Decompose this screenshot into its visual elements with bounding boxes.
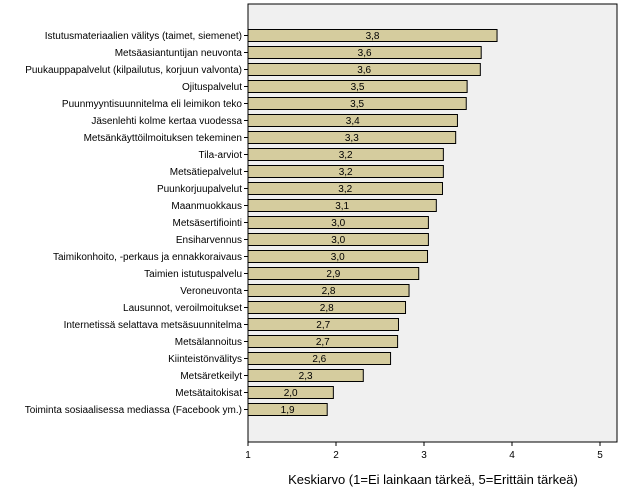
- bar: [247, 216, 429, 229]
- bar-value-label: 2,7: [316, 320, 330, 331]
- bar-value-label: 1,9: [281, 405, 295, 416]
- bar-value-label: 2,3: [299, 371, 313, 382]
- category-label: Lausunnot, veroilmoitukset: [123, 303, 242, 314]
- bar-value-label: 2,7: [316, 337, 330, 348]
- category-label: Puukauppapalvelut (kilpailutus, korjuun …: [25, 65, 242, 76]
- bar: [247, 97, 467, 110]
- category-label: Metsänkäyttöilmoituksen tekeminen: [84, 133, 242, 144]
- bar: [247, 29, 498, 42]
- category-label: Puunkorjuupalvelut: [157, 184, 242, 195]
- bar-value-label: 2,9: [326, 269, 340, 280]
- bars-group: Istutusmateriaalien välitys (taimet, sie…: [25, 29, 498, 416]
- bar: [247, 250, 429, 263]
- bar-value-label: 2,0: [284, 388, 298, 399]
- x-axis-title: Keskiarvo (1=Ei lainkaan tärkeä, 5=Eritt…: [288, 472, 578, 487]
- category-label: Metsäretkeilyt: [180, 371, 242, 382]
- category-label: Ojituspalvelut: [182, 82, 242, 93]
- category-label: Kiinteistönvälitys: [168, 354, 242, 365]
- category-label: Internetissä selattava metsäsuunnitelma: [64, 320, 243, 331]
- bar: [247, 284, 410, 297]
- category-label: Maanmuokkaus: [171, 201, 242, 212]
- bar-value-label: 3,2: [339, 150, 353, 161]
- category-label: Veroneuvonta: [180, 286, 242, 297]
- category-label: Tila-arviot: [198, 150, 242, 161]
- bar-value-label: 3,6: [358, 48, 372, 59]
- bar-value-label: 3,1: [335, 201, 349, 212]
- bar: [247, 114, 458, 127]
- x-tick-label: 2: [333, 450, 339, 461]
- bar-value-label: 3,8: [366, 31, 380, 42]
- category-label: Ensiharvennus: [176, 235, 242, 246]
- bar: [247, 318, 399, 331]
- bar-value-label: 3,0: [331, 218, 345, 229]
- bar: [247, 267, 420, 280]
- x-tick-label: 3: [421, 450, 427, 461]
- bar: [247, 148, 444, 161]
- bar-value-label: 2,6: [312, 354, 326, 365]
- bar-value-label: 3,4: [346, 116, 360, 127]
- category-label: Metsäsertifiointi: [173, 218, 242, 229]
- category-label: Metsäasiantuntijan neuvonta: [115, 48, 243, 59]
- bar: [247, 165, 444, 178]
- bar: [247, 63, 481, 76]
- x-tick-label: 1: [245, 450, 251, 461]
- category-label: Metsätiepalvelut: [170, 167, 242, 178]
- bar-value-label: 3,5: [351, 82, 365, 93]
- bar-value-label: 3,2: [338, 184, 352, 195]
- category-label: Taimien istutuspalvelu: [144, 269, 242, 280]
- category-label: Metsätaitokisat: [175, 388, 242, 399]
- bar: [247, 80, 468, 93]
- bar-value-label: 3,3: [345, 133, 359, 144]
- bar: [247, 301, 407, 314]
- category-label: Metsälannoitus: [175, 337, 242, 348]
- bar: [247, 369, 364, 382]
- bar: [247, 131, 457, 144]
- bar: [247, 46, 482, 59]
- category-label: Jäsenlehti kolme kertaa vuodessa: [91, 116, 242, 127]
- x-tick-label: 4: [509, 450, 515, 461]
- category-label: Toiminta sosiaalisessa mediassa (Faceboo…: [25, 405, 242, 416]
- bar-value-label: 3,2: [339, 167, 353, 178]
- bar: [247, 352, 392, 365]
- category-label: Istutusmateriaalien välitys (taimet, sie…: [45, 31, 242, 42]
- category-label: Taimikonhoito, -perkaus ja ennakkoraivau…: [53, 252, 242, 263]
- bar: [247, 386, 334, 399]
- category-label: Puunmyyntisuunnitelma eli leimikon teko: [62, 99, 243, 110]
- bar-value-label: 3,0: [331, 252, 345, 263]
- bar: [247, 199, 437, 212]
- bar-value-label: 3,5: [350, 99, 364, 110]
- x-axis: 1 2 3 4 5: [245, 442, 603, 461]
- bar-value-label: 3,0: [331, 235, 345, 246]
- bar-value-label: 2,8: [320, 303, 334, 314]
- x-tick-label: 5: [597, 450, 603, 461]
- bar: [247, 182, 443, 195]
- bar-value-label: 3,6: [357, 65, 371, 76]
- bar-value-label: 2,8: [322, 286, 336, 297]
- bar: [247, 335, 399, 348]
- bar: [247, 233, 429, 246]
- bar: [247, 403, 328, 416]
